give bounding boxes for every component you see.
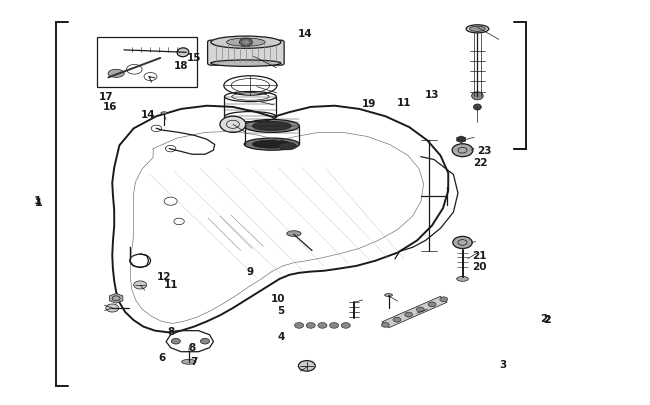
Text: 5: 5	[278, 306, 285, 315]
Text: 8: 8	[167, 326, 174, 336]
Circle shape	[428, 302, 436, 307]
Ellipse shape	[108, 70, 124, 78]
Text: 4: 4	[277, 331, 285, 341]
Text: 2: 2	[540, 313, 548, 324]
Ellipse shape	[211, 37, 281, 49]
Text: 2: 2	[543, 314, 551, 324]
Text: 14: 14	[298, 29, 313, 39]
Text: 2: 2	[543, 314, 551, 324]
Ellipse shape	[244, 120, 300, 133]
FancyBboxPatch shape	[207, 41, 284, 66]
Circle shape	[453, 237, 473, 249]
Text: 22: 22	[473, 158, 488, 168]
Ellipse shape	[252, 141, 291, 149]
Ellipse shape	[244, 139, 300, 151]
Circle shape	[220, 117, 246, 133]
Circle shape	[452, 144, 473, 157]
Circle shape	[134, 281, 147, 289]
Text: 9: 9	[247, 266, 254, 276]
Ellipse shape	[252, 122, 291, 131]
Text: 19: 19	[362, 99, 376, 109]
Ellipse shape	[466, 26, 489, 34]
Circle shape	[239, 39, 252, 47]
Circle shape	[200, 339, 209, 344]
Ellipse shape	[474, 105, 481, 111]
Ellipse shape	[472, 93, 483, 100]
Text: 16: 16	[103, 101, 117, 111]
Ellipse shape	[177, 49, 188, 58]
Text: 11: 11	[397, 98, 411, 107]
Circle shape	[106, 304, 119, 312]
Circle shape	[172, 339, 180, 344]
Circle shape	[298, 361, 315, 371]
Ellipse shape	[211, 61, 281, 67]
Circle shape	[330, 323, 339, 328]
Text: 12: 12	[157, 271, 172, 281]
Text: 1: 1	[34, 198, 42, 207]
Ellipse shape	[227, 39, 265, 47]
Text: 15: 15	[187, 53, 202, 63]
Text: 23: 23	[476, 146, 491, 156]
Circle shape	[417, 307, 424, 312]
Circle shape	[242, 41, 249, 45]
Text: 6: 6	[158, 352, 165, 362]
Circle shape	[393, 318, 401, 322]
Text: 21: 21	[472, 251, 487, 261]
Circle shape	[306, 323, 315, 328]
Ellipse shape	[385, 294, 393, 297]
Ellipse shape	[287, 231, 301, 237]
Text: 17: 17	[98, 92, 113, 102]
Ellipse shape	[181, 360, 196, 364]
Text: 14: 14	[141, 109, 156, 119]
Circle shape	[294, 323, 304, 328]
Text: 1: 1	[34, 198, 42, 207]
Text: 18: 18	[174, 61, 188, 71]
Circle shape	[382, 323, 389, 327]
Text: 20: 20	[472, 261, 487, 271]
Text: 7: 7	[190, 356, 198, 366]
Text: 3: 3	[500, 359, 507, 369]
Ellipse shape	[278, 143, 296, 150]
Circle shape	[440, 297, 448, 302]
Circle shape	[318, 323, 327, 328]
Text: 13: 13	[424, 90, 439, 99]
Polygon shape	[382, 296, 447, 328]
Ellipse shape	[457, 277, 469, 281]
Text: 11: 11	[163, 279, 178, 289]
Bar	[97, 38, 197, 88]
Ellipse shape	[470, 27, 485, 32]
Ellipse shape	[161, 113, 168, 115]
Circle shape	[341, 323, 350, 328]
Circle shape	[405, 312, 413, 317]
Text: 10: 10	[271, 294, 285, 304]
Text: 1: 1	[34, 196, 42, 205]
Text: 8: 8	[188, 342, 196, 352]
